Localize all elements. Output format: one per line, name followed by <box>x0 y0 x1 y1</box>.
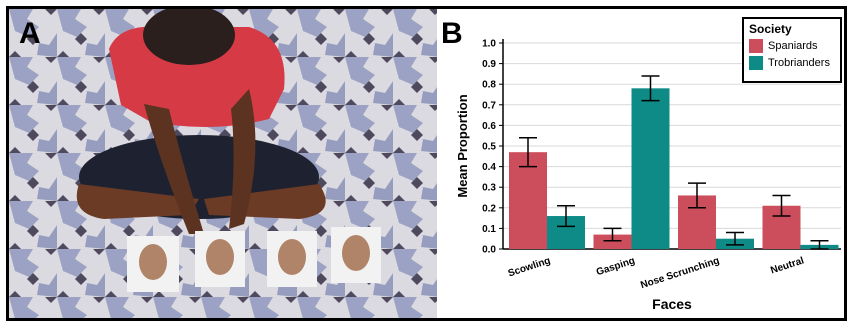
bar-chart: 0.0 0.1 0.2 0.3 0.4 0.5 0.6 0.7 0.8 0.9 1.0 Scowlin… <box>437 9 844 318</box>
y-tick-label: 0.3 <box>482 183 496 194</box>
x-tick-label: Gasping <box>595 255 636 278</box>
y-tick-label: 0.4 <box>482 162 496 173</box>
figure-frame: A B 0.0 0.1 0.2 0.3 0.4 0.5 0.6 0.7 0.8 0.9 1.0 Sco… <box>6 6 847 321</box>
legend-label-trobrianders: Trobrianders <box>768 57 830 69</box>
photo-illustration <box>9 9 437 318</box>
legend-entry-trobrianders: Trobrianders <box>749 56 840 70</box>
y-tick-label: 0.7 <box>482 100 496 111</box>
y-tick-label: 0.9 <box>482 59 496 70</box>
y-tick-label: 0.6 <box>482 121 496 132</box>
legend-swatch-spaniards <box>749 39 763 53</box>
legend-title: Society <box>749 22 792 36</box>
legend-label-spaniards: Spaniards <box>768 40 818 52</box>
bar-trobrianders <box>631 88 670 249</box>
x-axis-title: Faces <box>652 296 692 312</box>
y-tick-label: 0.5 <box>482 142 496 153</box>
panel-label-b: B <box>441 17 463 50</box>
bar-spaniards <box>509 152 547 249</box>
photo-panel <box>9 9 437 318</box>
legend-entry-spaniards: Spaniards <box>749 39 840 53</box>
y-tick-label: 0.1 <box>482 224 496 235</box>
x-tick-label: Scowling <box>507 255 552 279</box>
x-tick-label: Nose Scrunching <box>639 255 721 291</box>
panel-label-a: A <box>19 17 41 50</box>
y-tick-label: 0.0 <box>482 245 496 256</box>
chart-canvas: 0.0 0.1 0.2 0.3 0.4 0.5 0.6 0.7 0.8 0.9 1.0 Scowlin… <box>455 39 841 312</box>
y-tick-label: 1.0 <box>482 39 496 50</box>
y-tick-label: 0.2 <box>482 203 496 214</box>
y-tick-label: 0.8 <box>482 80 496 91</box>
y-axis-title: Mean Proportion <box>455 94 470 197</box>
bar-spaniards <box>593 234 632 249</box>
chart-legend: Society Spaniards Trobrianders <box>742 17 842 83</box>
x-tick-label: Neutral <box>769 255 805 276</box>
legend-swatch-trobrianders <box>749 56 763 70</box>
